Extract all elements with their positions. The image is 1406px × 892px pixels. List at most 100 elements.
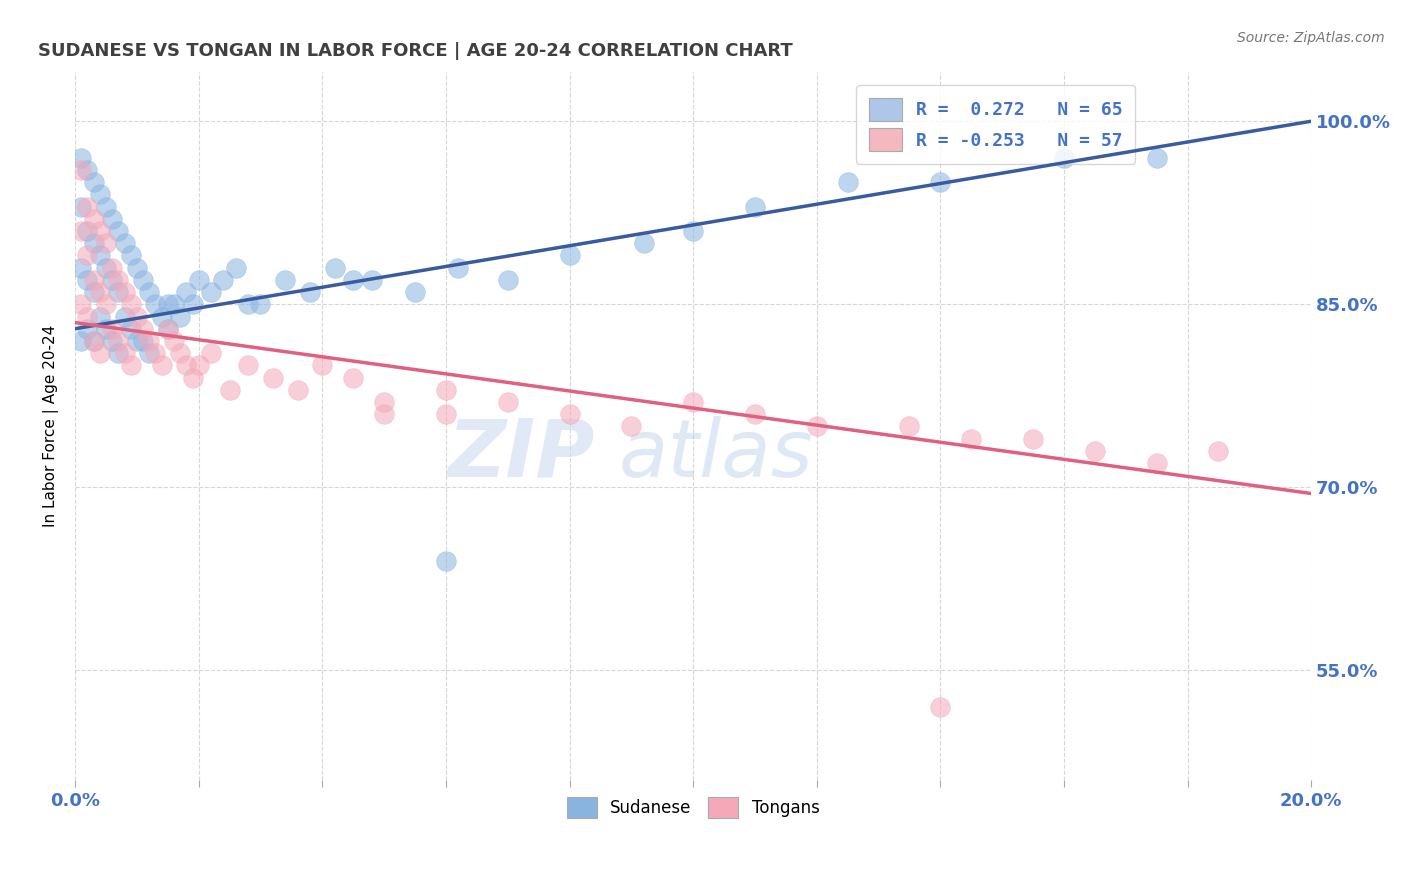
Point [89,224,111,238]
Point [94,322,117,336]
Point [806,419,828,434]
Point [1146,151,1168,165]
Point [107,346,129,360]
Point [89,248,111,262]
Point [929,175,952,189]
Point [70,334,93,348]
Point [298,285,321,299]
Point [76,163,98,178]
Point [447,260,470,275]
Point [404,285,426,299]
Point [744,407,766,421]
Point [212,273,235,287]
Point [132,322,155,336]
Point [373,407,395,421]
Point [181,370,204,384]
Point [76,310,98,324]
Point [169,310,191,324]
Point [94,200,117,214]
Point [929,700,952,714]
Point [187,273,209,287]
Point [236,297,259,311]
Point [125,260,148,275]
Point [83,175,105,189]
Point [176,359,198,373]
Point [249,297,271,311]
Point [156,322,179,336]
Point [76,273,98,287]
Point [107,285,129,299]
Point [225,260,247,275]
Text: ZIP: ZIP [447,416,595,493]
Text: SUDANESE VS TONGAN IN LABOR FORCE | AGE 20-24 CORRELATION CHART: SUDANESE VS TONGAN IN LABOR FORCE | AGE … [38,42,793,60]
Point [744,200,766,214]
Point [120,297,142,311]
Point [682,224,704,238]
Point [120,322,142,336]
Point [169,346,191,360]
Point [70,151,93,165]
Point [107,224,129,238]
Point [434,407,457,421]
Point [83,334,105,348]
Point [89,346,111,360]
Point [76,248,98,262]
Text: atlas: atlas [619,416,814,493]
Point [1208,443,1230,458]
Point [496,273,519,287]
Point [218,383,240,397]
Point [76,224,98,238]
Point [89,187,111,202]
Text: Source: ZipAtlas.com: Source: ZipAtlas.com [1237,31,1385,45]
Point [114,346,136,360]
Point [76,200,98,214]
Point [1146,456,1168,470]
Point [373,395,395,409]
Point [94,297,117,311]
Point [960,432,983,446]
Point [114,236,136,251]
Point [138,334,160,348]
Point [138,346,160,360]
Point [107,334,129,348]
Point [70,163,93,178]
Point [274,273,297,287]
Point [187,359,209,373]
Point [83,211,105,226]
Point [633,236,655,251]
Point [83,236,105,251]
Point [558,248,581,262]
Point [287,383,309,397]
Point [342,273,364,287]
Point [101,260,124,275]
Point [70,224,93,238]
Point [89,310,111,324]
Point [114,310,136,324]
Point [311,359,333,373]
Point [176,285,198,299]
Point [200,346,222,360]
Point [360,273,382,287]
Point [83,285,105,299]
Point [496,395,519,409]
Point [132,334,155,348]
Point [76,322,98,336]
Point [101,273,124,287]
Point [120,248,142,262]
Point [181,297,204,311]
Legend: Sudanese, Tongans: Sudanese, Tongans [560,790,827,825]
Point [70,297,93,311]
Point [620,419,643,434]
Point [342,370,364,384]
Point [94,236,117,251]
Point [1084,443,1107,458]
Point [156,322,179,336]
Point [898,419,921,434]
Point [132,273,155,287]
Point [101,334,124,348]
Point [83,334,105,348]
Point [120,359,142,373]
Point [145,346,167,360]
Point [107,273,129,287]
Point [83,273,105,287]
